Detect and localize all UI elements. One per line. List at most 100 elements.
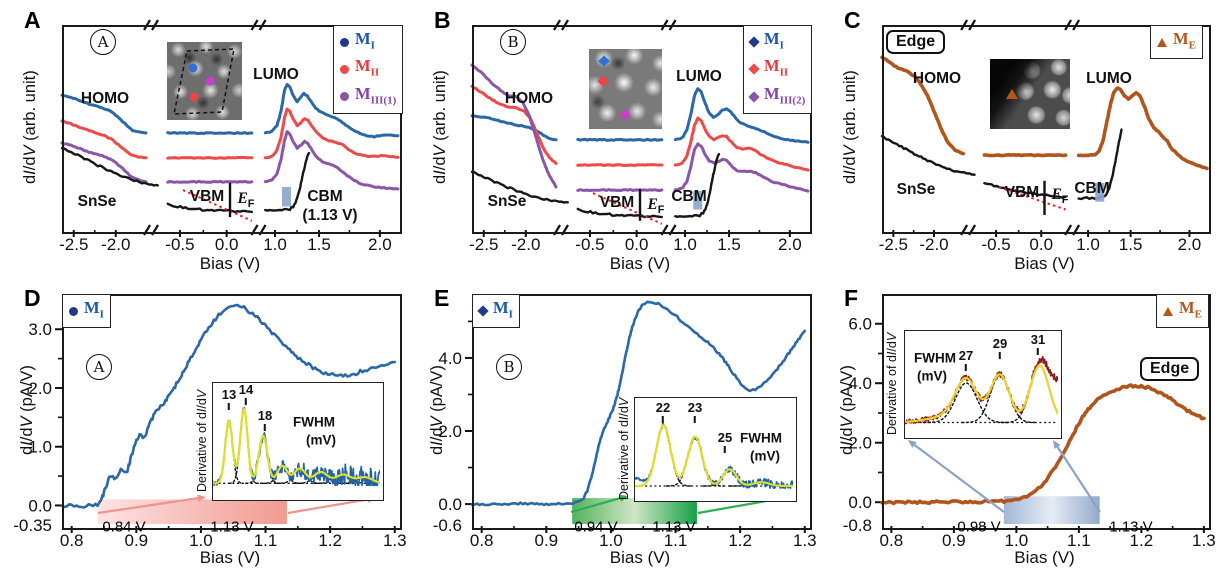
homo-label: HOMO (504, 90, 554, 107)
homo-label: HOMO (80, 90, 130, 107)
series-curve-M_I (166, 131, 254, 135)
y-min-label: -0.35 (13, 516, 52, 535)
plot-canvas-D: 0.8 0.9 1.0 1.1 1.2 1.3 0.0 1.0 2.0 3.0 -0.35 (13, 303, 407, 550)
lumo-label: LUMO (253, 66, 299, 83)
y-axis-label: dI/dV (pA/V) (18, 365, 36, 455)
series-curve-SnSe (60, 147, 159, 187)
circle-marker-icon (69, 306, 78, 316)
plot-area-A: A MI MII MIII(1) HOMO LUMO SnSe VBM EF C… (62, 25, 404, 234)
vbm-fit-line (592, 192, 663, 225)
circle-marker-icon (340, 64, 349, 74)
fermi-level-label: EF (237, 189, 255, 211)
triangle-marker-icon (1157, 37, 1167, 47)
x-tick-label: -0.5 (981, 235, 1010, 254)
legend-item-mE: ME (1163, 298, 1202, 324)
legend-item-mI: MI (748, 29, 805, 55)
legend-A: MI MII MIII(1) (333, 25, 404, 114)
lumo-label: LUMO (676, 68, 722, 85)
derivative-plot-canvas (635, 422, 795, 489)
stm-inset-image (589, 49, 662, 129)
plot-area-D: MI A Derivative of dI/dV 13 14 18 FWHM (… (62, 294, 402, 536)
stm-site-marker-mIII2 (619, 108, 631, 121)
axis-break (1064, 225, 1081, 235)
x-tick-label: 1.2 (728, 531, 752, 550)
gaussian-component (245, 435, 281, 484)
series-curve-M_I (263, 83, 400, 139)
site-label-text: A (97, 33, 109, 51)
plot-area-E: MI B Derivative of dI/dV 22 23 25 FWHM (… (472, 294, 812, 536)
x-tick-label: 2.0 (778, 235, 802, 254)
legend-item-mE: ME (1157, 29, 1196, 55)
band-arrow (287, 497, 371, 515)
fwhm-peak-label-14: 14 (239, 383, 253, 405)
x-axis-label: Bias (V) (1014, 548, 1075, 567)
panel-D: 0.8 0.9 1.0 1.1 1.2 1.3 0.0 1.0 2.0 3.0 -0.35 D dI… (0, 280, 410, 577)
series-curve-M_II (673, 116, 810, 172)
derivative-ylabel: Derivative of dI/dV (195, 389, 209, 492)
panel-B: -2.5 -2.0 -0.5 0.0 1.0 1.5 2.0 B dI/dV (arb. u… (410, 0, 820, 280)
fwhm-peak-label-22: 22 (656, 401, 670, 423)
fwhm-peak-label-29: 29 (993, 337, 1007, 359)
y-tick-label: 4.0 (438, 349, 462, 368)
band-arrow (97, 496, 201, 515)
y-min-label: -0.6 (433, 516, 462, 535)
fermi-level-label: EF (647, 195, 665, 217)
fwhm-peak-label-31: 31 (1031, 333, 1045, 355)
panel-A: -2.5 -2.0 -0.5 0.0 1.0 1.5 2.0 A dI/dV (arb. u… (0, 0, 410, 280)
energy-range-band (572, 498, 697, 524)
derivative-inset: 22 23 25 FWHM (mV) (634, 397, 797, 502)
snse-label: SnSe (77, 193, 117, 210)
axis-break (553, 225, 570, 235)
derivative-plot-canvas (905, 355, 1060, 425)
panel-E: 0.8 0.9 1.0 1.1 1.2 1.3 0.0 2.0 4.0 -0.6 E dI/dV … (410, 280, 820, 577)
x-tick-label: 0.0 (625, 235, 649, 254)
x-tick-label: 1.3 (383, 531, 407, 550)
y-axis-label: dI/dV (arb. unit) (841, 70, 859, 185)
panel-letter-B: B (434, 7, 451, 33)
x-tick-label: -2.0 (511, 235, 540, 254)
plot-canvas-F: 0.8 0.9 1.0 1.1 1.2 1.3 0.0 2.0 4.0 6.0 -0.8 (843, 315, 1216, 550)
plot-canvas-E: 0.8 0.9 1.0 1.1 1.2 1.3 0.0 2.0 4.0 -0.6 (433, 300, 817, 550)
series-curve-M_E (880, 55, 966, 156)
series-curve-SnSe (576, 207, 663, 219)
x-tick-label: -0.5 (165, 235, 194, 254)
y-axis-label: dI/dV (arb. unit) (431, 70, 449, 185)
series-curve-M_I (470, 300, 807, 507)
x-tick-label: 1.0 (189, 531, 213, 550)
panel-F: 0.8 0.9 1.0 1.1 1.2 1.3 0.0 2.0 4.0 6.0 -0.8 F dI/… (820, 280, 1219, 577)
edge-label: Edge (1140, 357, 1200, 381)
derivative-inset: 13 14 18 FWHM (mV) (212, 382, 384, 501)
stm-site-marker-mIII1 (205, 76, 215, 86)
triangle-marker-icon (1163, 306, 1173, 316)
series-curve-M_III(2) (673, 142, 810, 193)
stm-site-marker-mII (189, 92, 199, 102)
gaussian-component (635, 424, 693, 487)
x-tick-label: 0.0 (215, 235, 239, 254)
y-tick-label: 0.0 (848, 493, 872, 512)
x-tick-label: 0.8 (60, 531, 84, 550)
band-arrow (912, 442, 1005, 513)
band-start-label: 0.84 V (102, 518, 146, 536)
diamond-marker-icon (477, 305, 489, 317)
derivative-plot-canvas (213, 407, 382, 487)
series-curve-SnSe (470, 170, 569, 204)
vbm-label: VBM (1004, 184, 1040, 201)
fwhm-label: FWHM (740, 430, 782, 446)
panel-letter-D: D (24, 285, 41, 311)
series-curve-M_I (576, 137, 664, 142)
cbm-label: CBM (671, 188, 707, 205)
x-tick-label: 0.9 (942, 531, 966, 550)
legend-item-mI: MI (340, 29, 396, 55)
y-min-label: -0.8 (843, 516, 872, 535)
stm-site-marker-mI (597, 55, 610, 67)
series-curve-M_E (982, 153, 1068, 158)
x-tick-label: 1.5 (1119, 235, 1143, 254)
series-curve-M_I (470, 114, 558, 142)
fwhm-peak-label-25: 25 (718, 431, 732, 453)
band-start-label: 0.94 V (574, 518, 618, 536)
plot-area-B: B MI MII MIII(2) HOMO LUMO SnSe VBM EF C… (472, 25, 813, 234)
y-tick-label: 2.0 (848, 434, 872, 453)
fwhm-label: FWHM (914, 350, 956, 366)
diamond-marker-icon (748, 63, 760, 76)
series-curve-M_III(1) (166, 179, 254, 184)
